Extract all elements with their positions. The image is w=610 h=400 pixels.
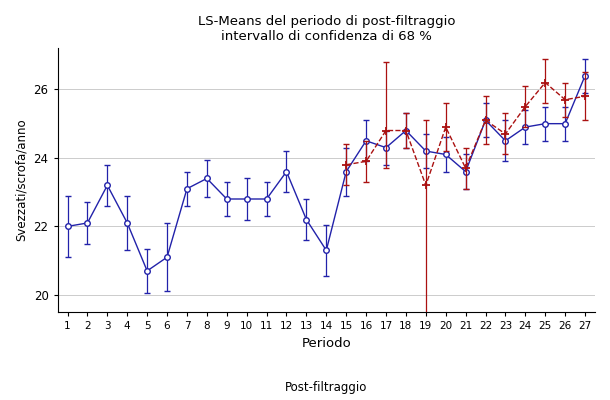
X-axis label: Periodo: Periodo xyxy=(301,336,351,350)
Title: LS-Means del periodo di post-filtraggio
intervallo di confidenza di 68 %: LS-Means del periodo di post-filtraggio … xyxy=(198,15,455,43)
Y-axis label: Svezzati/scrofa/anno: Svezzati/scrofa/anno xyxy=(15,119,28,242)
Legend: 0, 1: 0, 1 xyxy=(278,376,375,400)
